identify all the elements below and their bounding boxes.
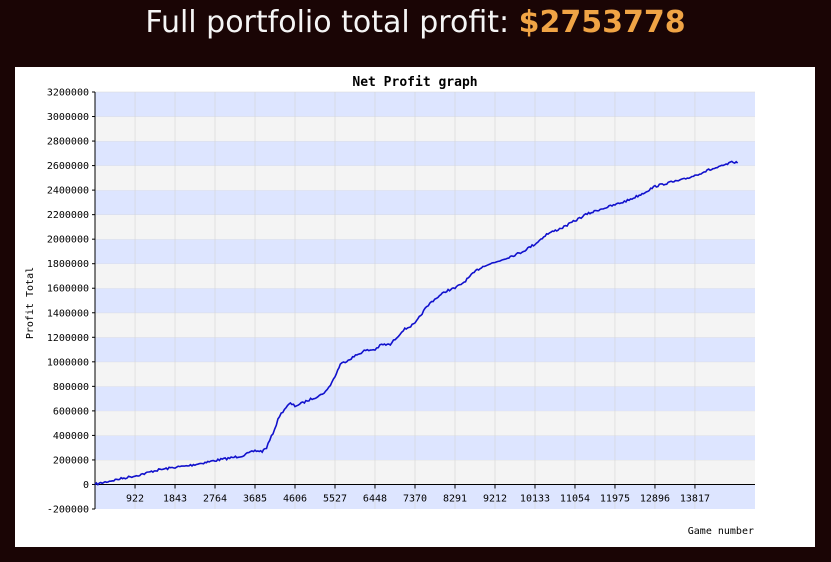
y-tick-label: 800000 [53, 382, 89, 393]
portfolio-total-value: $2753778 [518, 5, 686, 40]
chart-panel: -200000 0 200000 400000 600000 800000 1000000 1… [15, 67, 815, 547]
chart-title: Net Profit graph [352, 75, 477, 90]
y-axis-label: Profit Total [25, 267, 36, 339]
chart-band [95, 484, 755, 509]
chart-vertical-grid [134, 92, 696, 509]
chart-band [95, 410, 755, 436]
x-tick-label: 12896 [640, 493, 670, 504]
chart-band [95, 312, 755, 338]
portfolio-total-label: Full portfolio total profit: [145, 5, 510, 40]
chart-band [95, 92, 755, 117]
chart-band [95, 361, 755, 387]
y-tick-label: 2200000 [47, 210, 89, 221]
profit-series-line [94, 160, 739, 486]
chart-band [95, 239, 755, 264]
x-tick-label: 2764 [203, 493, 227, 504]
chart-band [95, 337, 755, 362]
y-tick-label: 1000000 [47, 357, 89, 368]
chart-band [95, 190, 755, 215]
y-tick-label: 2000000 [47, 235, 89, 246]
x-tick-label: 3685 [243, 493, 267, 504]
y-tick-label: 3200000 [47, 88, 89, 99]
y-tick-label: -200000 [47, 505, 89, 516]
y-tick-label: 1200000 [47, 333, 89, 344]
portfolio-total-heading: Full portfolio total profit: $2753778 [0, 0, 831, 48]
net-profit-chart: -200000 0 200000 400000 600000 800000 1000000 1… [25, 75, 755, 537]
y-axis-ticks: -200000 0 200000 400000 600000 800000 1000000 1… [47, 88, 95, 516]
chart-band [95, 141, 755, 166]
chart-band [95, 116, 755, 142]
x-tick-label: 7370 [403, 493, 427, 504]
chart-bands [95, 91, 755, 509]
chart-band [95, 263, 755, 289]
y-tick-label: 1400000 [47, 308, 89, 319]
chart-band [95, 459, 755, 485]
y-tick-label: 200000 [53, 455, 89, 466]
x-tick-label: 1843 [163, 493, 187, 504]
x-tick-label: 4606 [283, 493, 307, 504]
x-tick-label: 10133 [520, 493, 550, 504]
chart-band [95, 386, 755, 411]
chart-axes [94, 92, 755, 509]
y-tick-label: 2800000 [47, 137, 89, 148]
chart-band [95, 165, 755, 191]
x-tick-label: 11975 [600, 493, 630, 504]
y-tick-label: 1800000 [47, 259, 89, 270]
y-tick-label: 400000 [53, 431, 89, 442]
x-tick-label: 6448 [363, 493, 387, 504]
x-tick-label: 11054 [560, 493, 590, 504]
chart-band [95, 214, 755, 240]
x-axis-label: Game number [688, 526, 754, 537]
y-tick-label: 3000000 [47, 112, 89, 123]
y-tick-label: 0 [83, 480, 89, 491]
x-axis-ticks: 922 1843 2764 3685 4606 5527 6448 7370 8291 9212 1… [126, 484, 710, 504]
x-tick-label: 13817 [680, 493, 710, 504]
y-tick-label: 600000 [53, 406, 89, 417]
x-tick-label: 9212 [483, 493, 507, 504]
x-tick-label: 5527 [323, 493, 347, 504]
y-tick-label: 2400000 [47, 186, 89, 197]
x-tick-label: 922 [126, 493, 144, 504]
y-tick-label: 1600000 [47, 284, 89, 295]
y-tick-label: 2600000 [47, 161, 89, 172]
x-tick-label: 8291 [443, 493, 467, 504]
chart-band [95, 435, 755, 460]
